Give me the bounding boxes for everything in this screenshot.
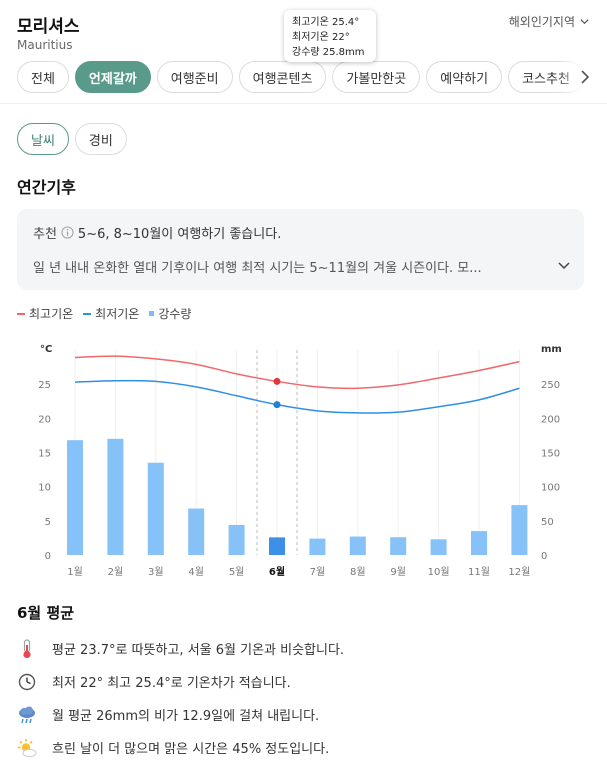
- x-tick-label: 6월: [269, 566, 285, 578]
- y-right-tick: 250: [541, 380, 560, 391]
- x-tick-label: 7월: [310, 566, 326, 578]
- fact-item: 월 평균 26mm의 비가 12.9일에 걸쳐 내립니다.: [17, 698, 587, 731]
- min-temp-line: [74, 379, 520, 414]
- y-left-tick: 25: [38, 380, 51, 391]
- y-right-tick: 0: [541, 551, 547, 562]
- recommendation-label: 추천: [33, 227, 57, 242]
- x-tick-label: 12월: [508, 566, 530, 578]
- max-temp-point: [273, 377, 281, 385]
- rain-bar: [349, 536, 366, 555]
- y-right-tick: 50: [541, 517, 554, 528]
- y-right-tick: 150: [541, 449, 560, 460]
- page-title: 모리셔스: [17, 17, 80, 37]
- legend-min-swatch: [83, 312, 92, 315]
- fact-text: 최저 22° 최고 25.4°로 기온차가 적습니다.: [52, 676, 291, 691]
- subtabs: 날씨 경비: [17, 123, 127, 155]
- rain-bar: [471, 531, 487, 555]
- y-left-tick: 20: [38, 414, 51, 425]
- legend-max: 최고기온: [17, 305, 73, 322]
- x-tick-label: 5월: [229, 566, 245, 578]
- rain-bar: [269, 537, 285, 555]
- section-title: 연간기후: [17, 178, 76, 197]
- legend-min: 최저기온: [83, 305, 139, 322]
- overseas-region-label: 해외인기지역: [508, 15, 575, 29]
- recommendation-box: 추천 5~6, 8~10월이 여행하기 좋습니다. 일 년 내내 온화한 열대 …: [17, 209, 584, 290]
- chevron-right-icon[interactable]: [577, 68, 593, 86]
- y-left-tick: 5: [45, 517, 51, 528]
- legend-max-label: 최고기온: [29, 307, 74, 321]
- thermometer-icon: [17, 638, 37, 659]
- legend-rain-label: 강수량: [158, 307, 192, 321]
- rain-bar: [147, 462, 164, 555]
- average-title: 6월 평균: [17, 604, 75, 622]
- x-tick-label: 1월: [67, 566, 83, 578]
- x-tick-label: 10월: [428, 566, 450, 578]
- rain-bar: [67, 440, 83, 555]
- expand-chevron-icon[interactable]: [556, 257, 572, 273]
- divider: [0, 103, 607, 104]
- tab-contents[interactable]: 여행콘텐츠: [238, 61, 327, 93]
- y-left-unit: °C: [40, 344, 52, 355]
- fact-item: 평균 23.7°로 따뜻하고, 서울 6월 기온과 비슷합니다.: [17, 632, 587, 665]
- chevron-down-icon: [580, 19, 589, 25]
- x-tick-label: 8월: [350, 566, 366, 578]
- tab-attractions[interactable]: 가볼만한곳: [332, 61, 421, 93]
- sun-cloud-icon: [17, 738, 37, 758]
- fact-item: 최저 22° 최고 25.4°로 기온차가 적습니다.: [17, 665, 587, 698]
- tab-preparation[interactable]: 여행준비: [156, 61, 233, 93]
- tab-booking[interactable]: 예약하기: [426, 61, 503, 93]
- average-facts: 평균 23.7°로 따뜻하고, 서울 6월 기온과 비슷합니다. 최저 22° …: [17, 632, 587, 763]
- y-left-tick: 0: [45, 551, 51, 562]
- rain-bar: [430, 539, 447, 555]
- max-temp-line: [74, 355, 520, 390]
- y-left-tick: 10: [38, 483, 51, 494]
- tabs-fade: [557, 61, 607, 93]
- fact-text: 월 평균 26mm의 비가 12.9일에 걸쳐 내립니다.: [52, 709, 320, 724]
- y-right-tick: 100: [541, 483, 560, 494]
- tab-when-to-go[interactable]: 언제갈까: [74, 61, 151, 93]
- tooltip-max-temp: 최고기온 25.4°: [292, 17, 360, 28]
- rain-bar: [390, 537, 407, 555]
- fact-text: 평균 23.7°로 따뜻하고, 서울 6월 기온과 비슷합니다.: [52, 643, 345, 658]
- tooltip-rainfall: 강수량 25.8mm: [292, 47, 365, 58]
- x-tick-label: 9월: [390, 566, 406, 578]
- rain-cloud-icon: [17, 705, 37, 725]
- rain-bar: [228, 524, 245, 555]
- subtab-weather[interactable]: 날씨: [17, 123, 69, 155]
- recommendation-line: 추천 5~6, 8~10월이 여행하기 좋습니다.: [33, 223, 281, 242]
- category-tabs: 전체 언제갈까 여행준비 여행콘텐츠 가볼만한곳 예약하기 코스추천: [17, 61, 607, 93]
- fact-item: 흐린 날이 더 많으며 맑은 시간은 45% 정도입니다.: [17, 731, 587, 763]
- tab-all[interactable]: 전체: [17, 61, 69, 93]
- legend-max-swatch: [17, 312, 25, 315]
- x-tick-label: 3월: [148, 566, 164, 578]
- x-tick-label: 2월: [108, 566, 124, 578]
- header: 모리셔스 Mauritius 해외인기지역: [17, 10, 590, 54]
- fact-text: 흐린 날이 더 많으며 맑은 시간은 45% 정도입니다.: [52, 742, 330, 757]
- legend-rain-swatch: [149, 311, 155, 316]
- chart-tooltip: 최고기온 25.4° 최저기온 22° 강수량 25.8mm: [284, 10, 376, 62]
- rain-bar: [309, 538, 326, 555]
- legend-rain: 강수량: [149, 305, 191, 322]
- y-left-tick: 15: [38, 449, 51, 460]
- chart-legend: 최고기온 최저기온 강수량: [17, 305, 191, 322]
- info-icon[interactable]: [61, 226, 74, 239]
- tooltip-min-temp: 최저기온 22°: [292, 32, 350, 43]
- min-temp-point: [273, 401, 281, 409]
- legend-min-label: 최저기온: [95, 307, 140, 321]
- x-tick-label: 4월: [188, 566, 204, 578]
- rain-bar: [511, 505, 528, 555]
- subtab-cost[interactable]: 경비: [74, 123, 127, 155]
- y-right-unit: mm: [541, 344, 562, 355]
- recommendation-text: 5~6, 8~10월이 여행하기 좋습니다.: [77, 227, 282, 242]
- rain-bar: [188, 508, 205, 555]
- recommendation-description: 일 년 내내 온화한 열대 기후이나 여행 최적 시기는 5~11월의 겨울 시…: [33, 261, 482, 276]
- x-tick-label: 11월: [468, 566, 490, 578]
- y-right-tick: 200: [541, 414, 560, 425]
- clock-icon: [17, 672, 37, 692]
- overseas-region-dropdown[interactable]: 해외인기지역: [509, 13, 590, 30]
- page-subtitle: Mauritius: [17, 38, 73, 52]
- rain-bar: [107, 438, 124, 555]
